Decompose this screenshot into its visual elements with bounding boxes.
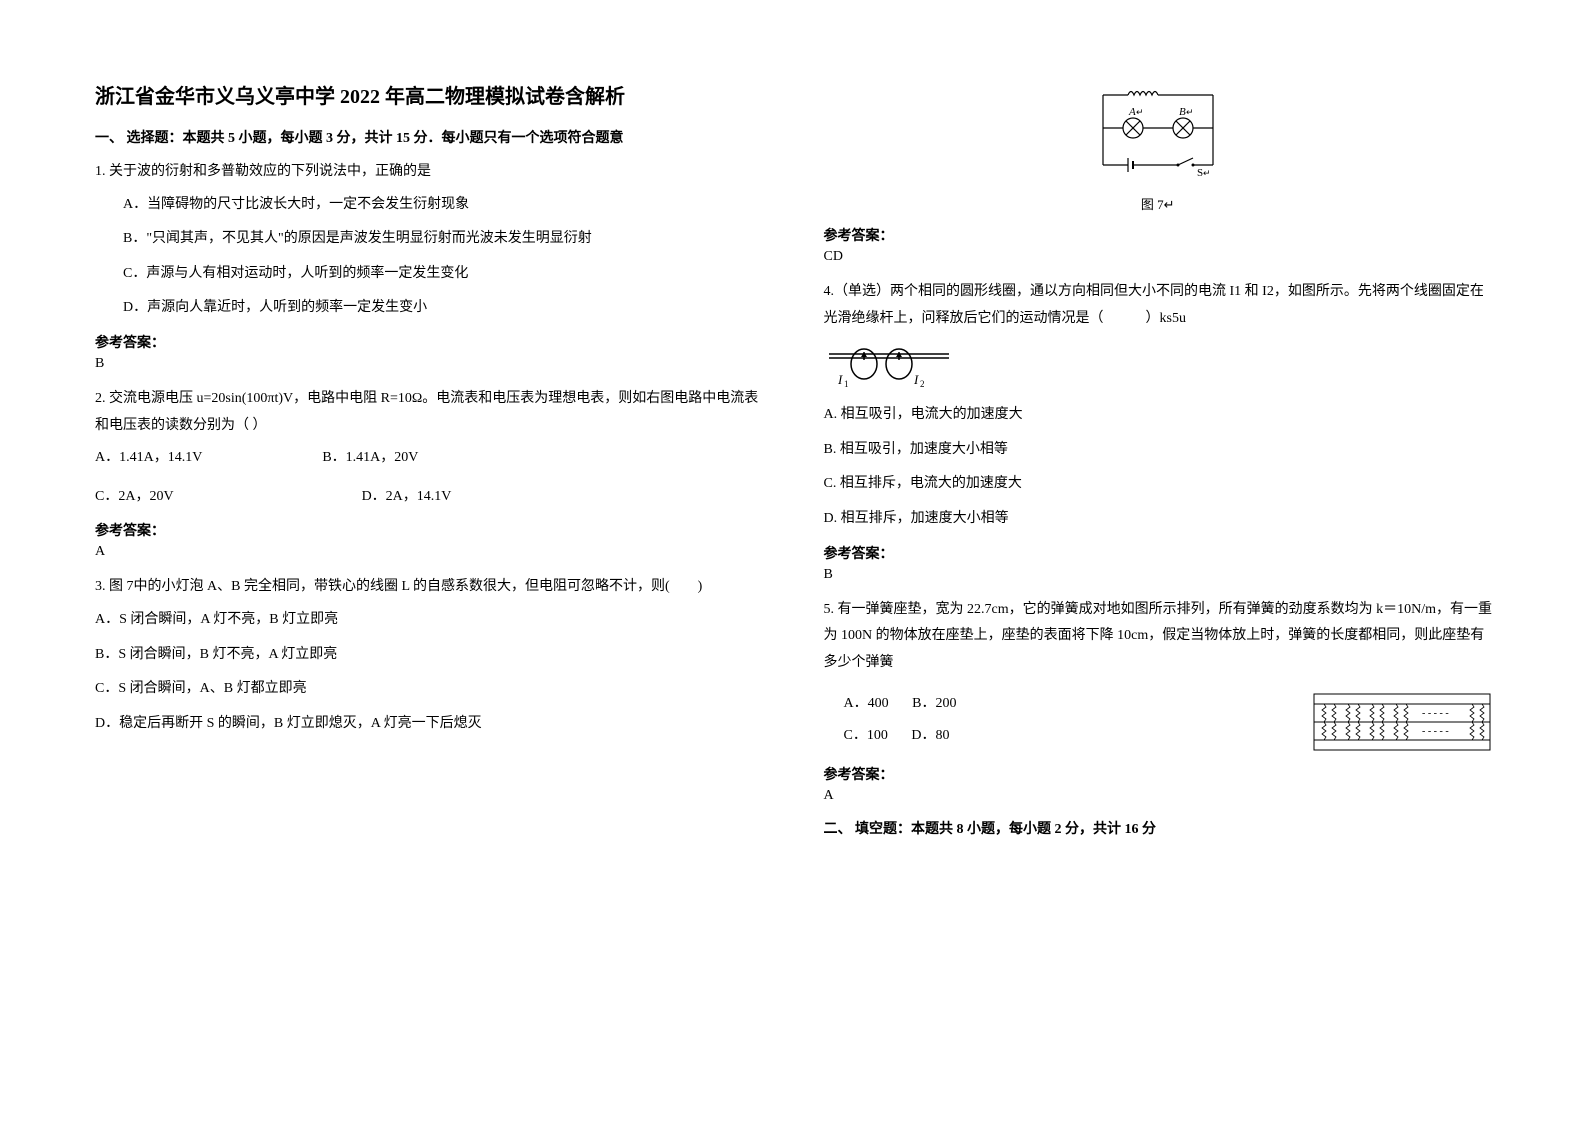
section1-header: 一、 选择题：本题共 5 小题，每小题 3 分，共计 15 分．每小题只有一个选… bbox=[95, 127, 764, 147]
left-column: 浙江省金华市义乌义亭中学 2022 年高二物理模拟试卷含解析 一、 选择题：本题… bbox=[95, 80, 764, 850]
circuit-diagram-fig7: A ↵ B ↵ S ↵ bbox=[1093, 80, 1223, 190]
question-1: 1. 关于波的衍射和多普勒效应的下列说法中，正确的是 A．当障碍物的尺寸比波长大… bbox=[95, 159, 764, 322]
exam-title: 浙江省金华市义乌义亭中学 2022 年高二物理模拟试卷含解析 bbox=[95, 80, 764, 109]
right-column: A ↵ B ↵ S ↵ 图 7↵ 参考答案： CD 4.（单选）两个相同的圆形线… bbox=[824, 80, 1493, 850]
q5-optD: D．80 bbox=[911, 728, 949, 743]
q3-optC: C．S 闭合瞬间，A、B 灯都立即亮 bbox=[95, 676, 764, 703]
q2-optB: B．1.41A，20V bbox=[322, 445, 418, 472]
q1-optC: C．声源与人有相对运动时，人听到的频率一定发生变化 bbox=[123, 261, 764, 288]
section2-header: 二、 填空题：本题共 8 小题，每小题 2 分，共计 16 分 bbox=[824, 818, 1493, 838]
q3-optD: D．稳定后再断开 S 的瞬间，B 灯立即熄灭，A 灯亮一下后熄灭 bbox=[95, 711, 764, 738]
svg-text:I: I bbox=[913, 372, 919, 387]
svg-text:↵: ↵ bbox=[1136, 107, 1144, 117]
q4-options: A. 相互吸引，电流大的加速度大 B. 相互吸引，加速度大小相等 C. 相互排斥… bbox=[824, 402, 1493, 532]
q1-optB: B．"只闻其声，不见其人"的原因是声波发生明显衍射而光波未发生明显衍射 bbox=[123, 226, 764, 253]
spring-diagram: - - - - - - - - - - bbox=[1312, 692, 1492, 752]
q1-optA: A．当障碍物的尺寸比波长大时，一定不会发生衍射现象 bbox=[123, 192, 764, 219]
svg-text:- - - - -: - - - - - bbox=[1422, 708, 1449, 719]
q3-optB: B．S 闭合瞬间，B 灯不亮，A 灯立即亮 bbox=[95, 642, 764, 669]
question-4: 4.（单选）两个相同的圆形线圈，通以方向相同但大小不同的电流 I1 和 I2，如… bbox=[824, 279, 1493, 332]
q4-answer-value: B bbox=[824, 567, 1493, 583]
circuit-svg: A ↵ B ↵ S ↵ bbox=[1093, 80, 1223, 180]
q5-text: 5. 有一弹簧座垫，宽为 22.7cm，它的弹簧成对地如图所示排列，所有弹簧的劲… bbox=[824, 597, 1493, 677]
q2-optD: D．2A，14.1V bbox=[362, 484, 452, 511]
q3-answer-label: 参考答案： bbox=[824, 225, 1493, 245]
q4-optD: D. 相互排斥，加速度大小相等 bbox=[824, 506, 1493, 533]
question-2: 2. 交流电源电压 u=20sin(100πt)V，电路中电阻 R=10Ω。电流… bbox=[95, 386, 764, 510]
svg-text:2: 2 bbox=[920, 379, 925, 389]
q3-answer-value: CD bbox=[824, 249, 1493, 265]
q4-text: 4.（单选）两个相同的圆形线圈，通以方向相同但大小不同的电流 I1 和 I2，如… bbox=[824, 279, 1493, 332]
q4-optC: C. 相互排斥，电流大的加速度大 bbox=[824, 471, 1493, 498]
q5-optA: A．400 bbox=[844, 696, 889, 711]
q2-answer-value: A bbox=[95, 544, 764, 560]
question-3: 3. 图 7中的小灯泡 A、B 完全相同，带铁心的线圈 L 的自感系数很大，但电… bbox=[95, 574, 764, 737]
q5-answer-label: 参考答案： bbox=[824, 764, 1493, 784]
q2-optC: C．2A，20V bbox=[95, 484, 174, 511]
q4-optA: A. 相互吸引，电流大的加速度大 bbox=[824, 402, 1493, 429]
q3-optA: A．S 闭合瞬间，A 灯不亮，B 灯立即亮 bbox=[95, 607, 764, 634]
q1-text: 1. 关于波的衍射和多普勒效应的下列说法中，正确的是 bbox=[95, 159, 764, 186]
q5-optB: B．200 bbox=[912, 696, 956, 711]
svg-text:- - - - -: - - - - - bbox=[1422, 726, 1449, 737]
fig7-label: 图 7↵ bbox=[824, 194, 1493, 213]
svg-text:↵: ↵ bbox=[1203, 168, 1211, 178]
bulb-b-label: B bbox=[1179, 106, 1186, 118]
bulb-a-label: A bbox=[1128, 106, 1136, 118]
svg-text:1: 1 bbox=[844, 379, 849, 389]
q4-answer-label: 参考答案： bbox=[824, 543, 1493, 563]
question-5: 5. 有一弹簧座垫，宽为 22.7cm，它的弹簧成对地如图所示排列，所有弹簧的劲… bbox=[824, 597, 1493, 677]
svg-text:↵: ↵ bbox=[1186, 107, 1194, 117]
q3-text: 3. 图 7中的小灯泡 A、B 完全相同，带铁心的线圈 L 的自感系数很大，但电… bbox=[95, 574, 764, 601]
coil-diagram: I 1 I 2 bbox=[824, 342, 954, 392]
q2-text: 2. 交流电源电压 u=20sin(100πt)V，电路中电阻 R=10Ω。电流… bbox=[95, 386, 764, 439]
svg-text:I: I bbox=[837, 372, 843, 387]
q1-optD: D．声源向人靠近时，人听到的频率一定发生变小 bbox=[123, 295, 764, 322]
q5-optC: C．100 bbox=[844, 728, 888, 743]
q1-answer-label: 参考答案： bbox=[95, 332, 764, 352]
q2-answer-label: 参考答案： bbox=[95, 520, 764, 540]
q4-optB: B. 相互吸引，加速度大小相等 bbox=[824, 437, 1493, 464]
q2-optA: A．1.41A，14.1V bbox=[95, 445, 202, 472]
q1-answer-value: B bbox=[95, 356, 764, 372]
q5-answer-value: A bbox=[824, 788, 1493, 804]
